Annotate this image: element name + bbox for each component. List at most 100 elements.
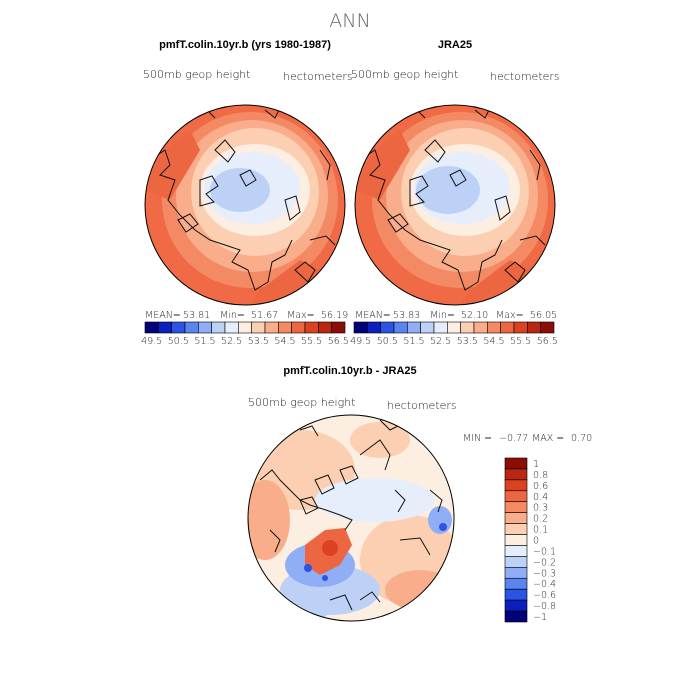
colorbar-swatch <box>504 577 528 590</box>
colorbar-tick-label: 1 <box>533 459 539 470</box>
page-title: ANN <box>329 10 370 32</box>
coastline <box>259 419 443 611</box>
colorbar-swatch <box>433 321 448 334</box>
colorbar-swatch <box>304 321 319 334</box>
colorbar-tick-label: 55.5 <box>301 336 322 347</box>
stat-min-value: 51.67 <box>251 310 278 321</box>
colorbar-swatch <box>487 321 501 334</box>
stat-mean-label: MEAN= <box>145 310 181 321</box>
panel-diff-right-label: hectometers <box>387 399 457 412</box>
colorbar-swatch <box>504 588 528 601</box>
colorbar-swatch <box>504 468 528 481</box>
colorbar-tick-label: 54.5 <box>483 336 504 347</box>
colorbar-swatch <box>198 321 212 334</box>
stat-min-value: −0.77 <box>499 433 528 444</box>
diff-strong-negative <box>439 523 447 531</box>
stat-min-label: Min= <box>430 310 455 321</box>
colorbar-swatch <box>393 321 408 334</box>
panel-model-left-label: 500mb geop height <box>143 68 250 81</box>
colorbar-swatch <box>238 321 252 334</box>
colorbar-tick-label: −0.8 <box>533 601 556 612</box>
colorbar-tick-label: −0.1 <box>533 546 556 557</box>
colorbar-tick-label: 52.5 <box>430 336 451 347</box>
panel-model-stats: MEAN= 53.81 Min= 51.67 Max= 56.19 <box>145 310 348 321</box>
map-dark-edge <box>355 130 410 200</box>
colorbar-tick-label: 55.5 <box>510 336 531 347</box>
colorbar-swatch <box>500 321 515 334</box>
colorbar-swatch <box>504 567 528 579</box>
colorbar-tick-label: 53.5 <box>248 336 269 347</box>
colorbar-tick-label: 50.5 <box>377 336 398 347</box>
colorbar-tick-label: 56.5 <box>328 336 349 347</box>
diff-strong-negative <box>322 575 328 581</box>
panel-diff-title: pmfT.colin.10yr.b - JRA25 <box>283 365 416 377</box>
colorbar-swatch <box>318 321 332 334</box>
colorbar-swatch <box>171 321 186 334</box>
colorbar-tick-label: 52.5 <box>221 336 242 347</box>
colorbar-swatch <box>504 534 528 546</box>
colorbar-swatch <box>331 321 346 334</box>
panel-obs: JRA25 500mb geop height hectometers MEAN… <box>350 39 560 347</box>
diff-strong-negative <box>304 564 312 572</box>
stat-mean-value: 53.83 <box>393 310 420 321</box>
panel-obs-title: JRA25 <box>438 39 472 51</box>
colorbar-tick-label: 0.8 <box>533 470 548 481</box>
panel-diff-left-label: 500mb geop height <box>248 396 355 409</box>
panel-model-colorbar: 49.5 50.5 51.5 52.5 53.5 54.5 55.5 56.5 <box>141 321 349 347</box>
panel-model-map <box>145 105 345 305</box>
stat-max-value: 0.70 <box>571 433 592 444</box>
colorbar-tick-label: −1 <box>533 612 547 623</box>
colorbar-tick-label: 0.4 <box>533 492 548 503</box>
map-ring-7 <box>416 166 480 214</box>
colorbar-swatch <box>504 523 528 535</box>
colorbar-swatch <box>504 490 528 503</box>
stat-min-value: 52.10 <box>461 310 488 321</box>
panel-obs-map <box>355 105 555 305</box>
panel-model: pmfT.colin.10yr.b (yrs 1980-1987) 500mb … <box>141 39 353 347</box>
colorbar-tick-label: 0.2 <box>533 514 548 525</box>
colorbar-swatch <box>504 512 528 524</box>
panel-obs-colorbar: 49.5 50.5 51.5 52.5 53.5 54.5 55.5 56.5 <box>350 321 558 347</box>
panel-diff-map-border <box>247 414 455 622</box>
diff-positive-region <box>385 570 454 610</box>
colorbar-swatch <box>184 321 199 334</box>
colorbar-swatch <box>504 545 528 557</box>
panel-obs-stats: MEAN= 53.83 Min= 52.10 Max= 56.05 <box>355 310 557 321</box>
colorbar-swatch <box>513 321 528 334</box>
colorbar-tick-label: 0 <box>533 536 539 547</box>
colorbar-tick-label: −0.3 <box>533 568 556 579</box>
panel-obs-map-border <box>354 104 556 306</box>
colorbar-tick-label: 54.5 <box>274 336 295 347</box>
diff-strong-positive <box>322 540 338 556</box>
stat-max-label: Max= <box>287 310 315 321</box>
stat-max-value: 56.05 <box>530 310 557 321</box>
colorbar-swatch <box>504 610 528 623</box>
panel-diff-map <box>248 415 454 621</box>
panel-model-right-label: hectometers <box>283 70 353 83</box>
stat-min-label: Min= <box>220 310 245 321</box>
colorbar-tick-label: 49.5 <box>350 336 371 347</box>
colorbar-tick-label: −0.4 <box>533 579 556 590</box>
colorbar-tick-label: 0.1 <box>533 525 548 536</box>
colorbar-swatch <box>367 321 381 334</box>
colorbar-tick-label: 56.5 <box>537 336 558 347</box>
colorbar-swatch <box>473 321 488 334</box>
colorbar-swatch <box>420 321 435 334</box>
panel-model-title: pmfT.colin.10yr.b (yrs 1980-1987) <box>159 39 331 51</box>
stat-max-label: MAX = <box>532 433 564 444</box>
colorbar-swatch <box>504 479 528 492</box>
stat-mean-value: 53.81 <box>183 310 210 321</box>
map-dark-edge <box>460 260 530 305</box>
colorbar-swatch <box>353 321 368 334</box>
panel-diff: pmfT.colin.10yr.b - JRA25 500mb geop hei… <box>247 365 592 623</box>
stat-max-value: 56.19 <box>321 310 348 321</box>
colorbar-swatch <box>158 321 172 334</box>
panel-diff-stats: MIN = −0.77 MAX = 0.70 <box>463 433 592 444</box>
colorbar-tick-label: 49.5 <box>141 336 162 347</box>
diff-negative-region <box>270 598 330 621</box>
colorbar-swatch <box>278 321 292 334</box>
colorbar-swatch <box>504 457 528 470</box>
diff-negative-region <box>428 506 452 534</box>
diff-positive-region <box>248 480 290 560</box>
